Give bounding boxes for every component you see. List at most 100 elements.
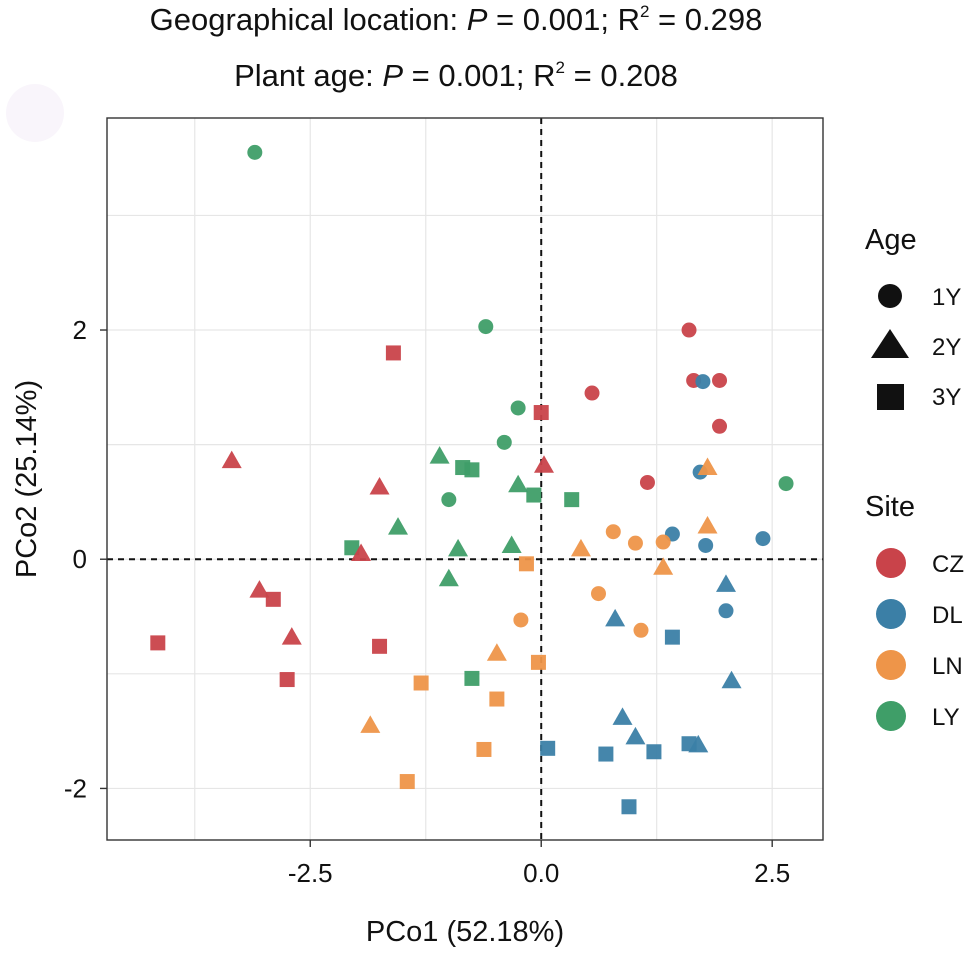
point-cz-2y xyxy=(533,455,554,473)
point-ln-1y xyxy=(627,535,643,551)
legend-age-label-2y: 2Y xyxy=(932,334,961,361)
point-ln-1y xyxy=(590,586,606,602)
point-ly-1y xyxy=(510,400,526,416)
point-ly-3y xyxy=(564,492,580,508)
point-cz-2y xyxy=(351,543,372,561)
point-ln-1y xyxy=(605,524,621,540)
title-2-suffix: = 0.208 xyxy=(565,58,678,93)
x-tick-label: -2.5 xyxy=(288,858,333,888)
point-dl-1y xyxy=(698,537,714,553)
point-cz-3y xyxy=(150,635,166,651)
point-ly-3y xyxy=(464,462,480,478)
point-ly-3y xyxy=(526,487,542,503)
point-ln-1y xyxy=(633,622,649,638)
point-cz-3y xyxy=(385,345,401,361)
y-tick-label: 0 xyxy=(73,544,87,574)
title-1-prefix: Geographical location: xyxy=(149,2,467,37)
legend-site-label-ly: LY xyxy=(932,704,960,731)
point-ln-2y xyxy=(570,538,591,557)
point-dl-2y xyxy=(612,707,633,725)
point-cz-1y xyxy=(584,385,600,401)
point-cz-1y xyxy=(712,372,728,388)
legend-age-title: Age xyxy=(865,224,917,256)
point-ly-3y xyxy=(464,670,480,686)
point-dl-2y xyxy=(715,574,736,592)
point-cz-2y xyxy=(221,450,242,469)
point-cz-2y xyxy=(281,627,302,645)
legend-ly-swatch-icon xyxy=(876,701,906,731)
plot-panel xyxy=(107,118,823,840)
legend-site-title: Site xyxy=(865,491,915,523)
legend-site: Site CZ DL LN LY xyxy=(865,491,964,731)
point-dl-2y xyxy=(721,670,742,689)
y-tick-label: -2 xyxy=(64,773,87,803)
legend-site-label-ln: LN xyxy=(932,653,963,680)
point-dl-3y xyxy=(540,740,556,756)
point-dl-3y xyxy=(664,629,680,645)
legend-site-label-dl: DL xyxy=(932,602,963,629)
point-dl-3y xyxy=(621,799,637,815)
point-ly-1y xyxy=(247,144,263,160)
point-ln-3y xyxy=(413,675,429,691)
point-dl-1y xyxy=(695,374,711,390)
title-2-prefix: Plant age: xyxy=(234,58,383,93)
point-dl-3y xyxy=(598,746,614,762)
legend-triangle-icon xyxy=(871,329,909,358)
point-dl-2y xyxy=(625,726,646,745)
plot-border xyxy=(106,117,824,841)
point-ln-2y xyxy=(653,557,674,575)
point-cz-2y xyxy=(369,477,390,495)
legend-dl-swatch-icon xyxy=(876,599,906,629)
x-tick-label: 0.0 xyxy=(523,858,559,888)
point-cz-3y xyxy=(279,672,295,688)
legend-circle-icon xyxy=(878,284,902,308)
point-ly-3y xyxy=(344,540,360,556)
legend-cz-swatch-icon xyxy=(876,548,906,578)
point-ln-1y xyxy=(513,612,529,628)
point-ly-2y xyxy=(508,474,529,493)
point-ln-2y xyxy=(697,457,718,476)
point-cz-1y xyxy=(681,322,697,338)
point-ln-2y xyxy=(360,715,381,733)
point-cz-1y xyxy=(712,418,728,434)
legend-site-label-cz: CZ xyxy=(932,551,964,578)
point-dl-2y xyxy=(605,608,626,627)
point-cz-1y xyxy=(639,474,655,490)
legend-square-icon xyxy=(877,384,904,410)
point-cz-2y xyxy=(249,580,270,598)
point-ln-2y xyxy=(486,643,507,661)
point-cz-3y xyxy=(533,405,549,421)
chart-title-line-2: Plant age: P = 0.001; R2 = 0.208 xyxy=(0,58,912,94)
point-ln-3y xyxy=(518,556,534,572)
x-tick-label: 2.5 xyxy=(754,858,790,888)
data-points xyxy=(150,144,794,815)
point-ln-3y xyxy=(530,654,546,670)
point-ln-3y xyxy=(399,774,415,790)
point-dl-1y xyxy=(718,603,734,619)
point-cz-3y xyxy=(265,591,281,607)
y-tick-label: 2 xyxy=(73,315,87,345)
y-axis-title: PCo2 (25.14%) xyxy=(11,380,43,578)
legend-age: Age 1Y 2Y 3Y xyxy=(865,224,961,411)
point-ly-2y xyxy=(438,568,459,587)
legend-age-label-3y: 3Y xyxy=(932,384,961,411)
point-ln-3y xyxy=(476,741,492,757)
point-ln-2y xyxy=(697,515,718,534)
title-1-p-symbol: P xyxy=(466,2,488,37)
chart-title-line-1: Geographical location: P = 0.001; R2 = 0… xyxy=(0,2,912,38)
legend-age-label-1y: 1Y xyxy=(932,284,961,311)
title-1-middle: = 0.001; R xyxy=(487,2,640,37)
title-2-p-symbol: P xyxy=(382,58,403,93)
point-ln-3y xyxy=(489,691,505,707)
title-1-suffix: = 0.298 xyxy=(649,2,763,37)
reference-lines xyxy=(107,118,823,840)
point-dl-3y xyxy=(681,736,697,752)
point-ly-2y xyxy=(429,446,450,464)
point-cz-3y xyxy=(372,638,388,654)
point-ly-1y xyxy=(441,492,457,508)
point-ly-1y xyxy=(478,319,494,335)
x-axis-title: PCo1 (52.18%) xyxy=(366,916,564,948)
legend-ln-swatch-icon xyxy=(876,650,906,680)
point-ly-2y xyxy=(388,517,409,535)
